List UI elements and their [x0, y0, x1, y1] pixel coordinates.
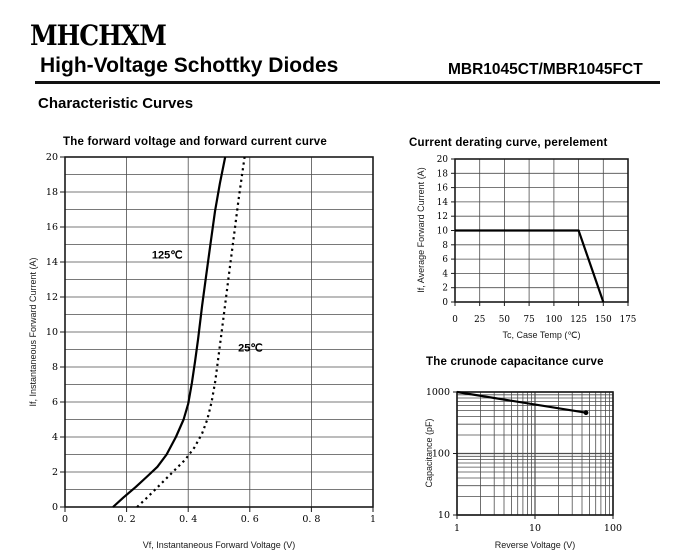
curve-derating — [455, 229, 605, 303]
y-tick-label: 0 — [52, 502, 58, 513]
section-title: Characteristic Curves — [38, 95, 194, 112]
x-tick-label: 0. 8 — [302, 514, 320, 525]
x-tick-label: 0. 4 — [179, 514, 197, 525]
capacitance-chart-x-axis-title: Reverse Voltage (V) — [494, 540, 576, 550]
y-tick-label: 1000 — [426, 387, 450, 398]
x-tick-label: 75 — [523, 315, 534, 325]
y-tick-label: 16 — [46, 222, 58, 233]
forward-chart-plot: 0 0. 2 0. 4 0. 6 0. 8 102468101214161820125℃2… — [46, 152, 376, 525]
y-tick-label: 10 — [438, 510, 450, 521]
x-tick-label: 25 — [474, 315, 485, 325]
y-tick-label: 12 — [437, 212, 448, 222]
brand-logo: MHCHXM — [30, 19, 167, 52]
y-tick-label: 100 — [432, 449, 450, 460]
forward-chart-x-axis-title: Vf, Instantaneous Forward Voltage (V) — [142, 540, 296, 550]
y-tick-label: 6 — [442, 255, 448, 265]
x-tick-label: 0. 2 — [118, 514, 136, 525]
x-tick-label: 125 — [570, 315, 587, 325]
y-tick-label: 4 — [442, 269, 448, 279]
curve-capacitance — [456, 390, 587, 414]
curve-end-dot — [583, 410, 589, 416]
x-tick-label: 100 — [546, 315, 563, 325]
x-tick-label: 0 — [452, 315, 458, 325]
y-tick-label: 18 — [46, 187, 58, 198]
x-tick-label: 50 — [499, 315, 511, 325]
capacitance-chart-plot: 1 10 100 10 100 1000 — [426, 387, 622, 534]
part-number: MBR1045CT/MBR1045FCT — [448, 61, 643, 78]
curve-25℃ — [136, 156, 246, 508]
y-tick-label: 4 — [52, 432, 58, 443]
derating-chart-title: Current derating curve, perelement — [409, 137, 608, 149]
header-divider — [35, 81, 660, 84]
y-tick-label: 18 — [437, 169, 448, 179]
y-tick-label: 14 — [46, 257, 58, 268]
curve-temperature-label: 125℃ — [152, 250, 183, 262]
derating-chart-y-axis-title: If, Average Forward Current (A) — [416, 167, 426, 293]
y-tick-label: 14 — [437, 198, 449, 208]
curve-125℃ — [112, 156, 227, 508]
derating-chart-plot: 0 25 50 75 100 125 150 175 0 2 4 6 8 10 12 14 16 18 20 — [437, 155, 637, 325]
forward-chart-title: The forward voltage and forward current … — [63, 136, 327, 148]
x-tick-label: 1 — [454, 523, 460, 534]
x-tick-label: 0 — [62, 514, 68, 525]
curve-temperature-label: 25℃ — [238, 342, 263, 354]
x-tick-label: 0. 6 — [241, 514, 259, 525]
y-tick-label: 8 — [52, 362, 58, 373]
x-tick-label: 175 — [620, 315, 637, 325]
y-tick-label: 6 — [52, 397, 58, 408]
y-tick-label: 16 — [437, 184, 449, 194]
y-tick-label: 2 — [442, 284, 448, 294]
y-tick-label: 10 — [437, 227, 449, 237]
y-tick-label: 20 — [437, 155, 449, 165]
x-tick-label: 1 — [370, 514, 376, 525]
y-tick-label: 20 — [46, 152, 58, 163]
forward-chart-y-axis-title: If, Instantaneous Forward Current (A) — [28, 257, 38, 407]
x-tick-label: 150 — [595, 315, 612, 325]
derating-chart-x-axis-title: Tc, Case Temp (℃) — [502, 330, 581, 340]
y-tick-label: 12 — [46, 292, 58, 303]
y-tick-label: 0 — [442, 298, 448, 308]
y-tick-label: 2 — [52, 467, 58, 478]
x-tick-label: 10 — [529, 523, 541, 534]
y-tick-label: 8 — [442, 241, 448, 251]
capacitance-chart-y-axis-title: Capacitance (pF) — [424, 418, 434, 488]
x-tick-label: 100 — [604, 523, 622, 534]
y-tick-label: 10 — [46, 327, 58, 338]
page-title: High-Voltage Schottky Diodes — [40, 54, 339, 77]
capacitance-chart-title: The crunode capacitance curve — [426, 356, 604, 368]
